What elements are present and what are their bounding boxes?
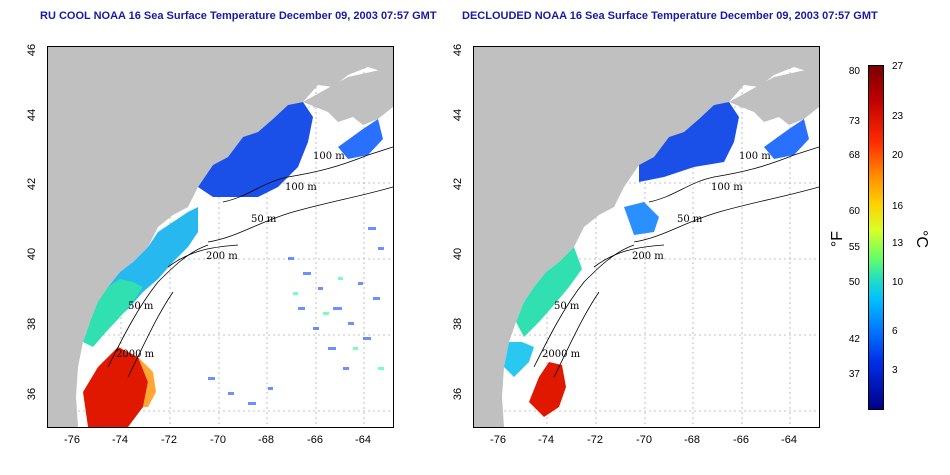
- contour-label: 2000 m: [116, 349, 155, 360]
- y-tick-label: 36: [452, 387, 464, 401]
- cold-water-gulf-of-maine: [198, 102, 313, 197]
- cloud-speckle: [208, 227, 384, 405]
- contour-labels: 100 m 100 m 50 m 200 m 50 m 2000 m: [542, 151, 771, 360]
- x-tick-label: -76: [490, 434, 506, 446]
- x-tick-label: -70: [636, 434, 652, 446]
- x-tick-label: -70: [210, 434, 226, 446]
- contour-label: 200 m: [632, 251, 664, 262]
- contour-label: 50 m: [677, 214, 703, 225]
- y-tick-label: 38: [452, 317, 464, 331]
- right-map-canvas: 100 m 100 m 50 m 200 m 50 m 2000 m: [474, 47, 819, 427]
- y-tick-label: 38: [26, 317, 38, 331]
- landmass: [474, 47, 819, 427]
- y-tick-label: 46: [26, 43, 38, 57]
- warm-water-gulf-stream: [83, 347, 148, 427]
- cool-water-shelf: [83, 279, 143, 347]
- colorbar-f-tick: 68: [848, 150, 860, 161]
- temperature-colorbar: [868, 65, 884, 410]
- x-tick-label: -72: [587, 434, 603, 446]
- contour-labels: 100 m 100 m 50 m 200 m 50 m 2000 m: [116, 151, 345, 360]
- contour-label: 50 m: [128, 301, 154, 312]
- y-tick-label: 44: [26, 108, 38, 122]
- contour-label: 50 m: [554, 301, 580, 312]
- landmass: [48, 47, 393, 427]
- right-map-title: DECLOUDED NOAA 16 Sea Surface Temperatur…: [462, 10, 878, 22]
- colorbar-f-tick: 50: [848, 277, 860, 288]
- colorbar-c-tick: 3: [892, 365, 898, 376]
- left-sst-map: 100 m 100 m 50 m 200 m 50 m 2000 m: [47, 46, 394, 428]
- colorbar-c-tick: 6: [892, 326, 898, 337]
- right-sst-map: 100 m 100 m 50 m 200 m 50 m 2000 m: [473, 46, 820, 428]
- contour-label: 200 m: [206, 251, 238, 262]
- x-tick-label: -66: [733, 434, 749, 446]
- x-tick-label: -68: [258, 434, 274, 446]
- x-tick-label: -66: [307, 434, 323, 446]
- cool-water-mid-atlantic: [516, 247, 582, 337]
- nova-scotia-land: [303, 67, 393, 125]
- colorbar-f-tick: 55: [848, 242, 860, 253]
- x-tick-label: -74: [112, 434, 128, 446]
- bathymetry-contours: [533, 146, 819, 378]
- x-tick-label: -74: [538, 434, 554, 446]
- colorbar-c-tick: 10: [892, 277, 904, 288]
- colorbar-c-tick: 13: [892, 238, 904, 249]
- cold-water-gulf-of-maine: [639, 102, 739, 182]
- contour-label: 100 m: [313, 151, 345, 162]
- colorbar-f-tick: 73: [848, 116, 860, 127]
- contour-label: 100 m: [739, 151, 771, 162]
- contour-label: 50 m: [251, 214, 277, 225]
- y-tick-label: 44: [452, 108, 464, 122]
- contour-label: 2000 m: [542, 349, 581, 360]
- x-tick-label: -76: [64, 434, 80, 446]
- colorbar-f-tick: 42: [848, 334, 860, 345]
- colorbar-c-tick: 27: [892, 61, 904, 72]
- y-tick-label: 42: [26, 177, 38, 191]
- cool-water-shelf: [504, 342, 534, 377]
- colorbar-c-tick: 23: [892, 111, 904, 122]
- contour-label: 100 m: [285, 182, 317, 193]
- celsius-unit-label: °C: [912, 230, 930, 248]
- colorbar-c-tick: 20: [892, 150, 904, 161]
- colorbar-f-tick: 80: [848, 66, 860, 77]
- y-tick-label: 40: [26, 247, 38, 261]
- x-tick-label: -64: [781, 434, 797, 446]
- left-map-canvas: 100 m 100 m 50 m 200 m 50 m 2000 m: [48, 47, 393, 427]
- colorbar-f-tick: 37: [848, 369, 860, 380]
- y-tick-label: 42: [452, 177, 464, 191]
- bathymetry-contours: [107, 146, 393, 378]
- fahrenheit-unit-label: °F: [829, 230, 847, 248]
- warm-water-fringe: [138, 357, 156, 407]
- colorbar-c-tick: 16: [892, 201, 904, 212]
- cloud-speckle-green: [293, 277, 384, 370]
- y-tick-label: 46: [452, 43, 464, 57]
- contour-label: 100 m: [711, 182, 743, 193]
- y-tick-label: 36: [26, 387, 38, 401]
- warm-water-gulf-stream: [529, 362, 566, 417]
- y-tick-label: 40: [452, 247, 464, 261]
- colorbar-f-tick: 60: [848, 206, 860, 217]
- nova-scotia-land: [729, 67, 819, 125]
- cold-water-georges: [624, 202, 659, 235]
- x-tick-label: -64: [355, 434, 371, 446]
- left-map-title: RU COOL NOAA 16 Sea Surface Temperature …: [40, 10, 437, 22]
- cold-water-scotian-shelf: [764, 119, 809, 159]
- x-tick-label: -72: [161, 434, 177, 446]
- cold-water-scotian-shelf: [338, 119, 383, 159]
- x-tick-label: -68: [684, 434, 700, 446]
